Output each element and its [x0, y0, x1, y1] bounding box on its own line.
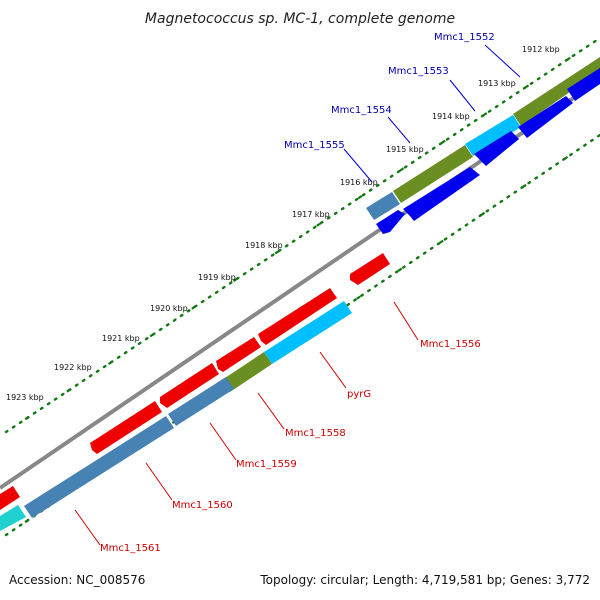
gene-label-mmc1-1556[interactable]: Mmc1_1556 — [420, 339, 481, 350]
gene-label-mmc1-1553[interactable]: Mmc1_1553 — [388, 66, 449, 77]
gene-label-mmc1-1554[interactable]: Mmc1_1554 — [331, 105, 392, 116]
gene-label-mmc1-1560[interactable]: Mmc1_1560 — [172, 500, 233, 511]
gene-labels: Mmc1_1552 Mmc1_1553 Mmc1_1554 Mmc1_1555 … — [100, 32, 495, 554]
tick-label-1916: 1916 kbp — [340, 178, 378, 187]
gene-cog-bar[interactable] — [513, 57, 600, 126]
gene-cog-bar[interactable] — [366, 192, 400, 220]
gene-arrow[interactable] — [350, 253, 390, 285]
gene-arrow[interactable] — [0, 486, 20, 510]
tick-labels: 1912 kbp 1913 kbp 1914 kbp 1915 kbp 1916… — [6, 45, 560, 402]
accession-label: Accession: NC_008576 — [9, 573, 146, 587]
gene-arrow[interactable] — [518, 96, 573, 138]
tick-label-1920: 1920 kbp — [150, 304, 188, 313]
map-title: Magnetococcus sp. MC-1, complete genome — [145, 11, 455, 27]
tick-label-1917: 1917 kbp — [292, 210, 330, 219]
leader-line — [74, 509, 101, 546]
outer-tick-dots — [4, 36, 600, 434]
leader-line — [145, 462, 173, 501]
gene-cog-bar[interactable] — [168, 377, 234, 426]
gene-cog-bar[interactable] — [465, 115, 521, 156]
leader-line — [393, 301, 419, 341]
gene-arrow[interactable] — [403, 167, 480, 221]
gene-arrow[interactable] — [90, 401, 162, 454]
leader-line — [449, 79, 476, 112]
gene-label-mmc1-1552[interactable]: Mmc1_1552 — [434, 32, 495, 43]
gene-label-mmc1-1555[interactable]: Mmc1_1555 — [284, 140, 345, 151]
leader-line — [387, 116, 411, 144]
leader-line — [343, 148, 373, 183]
forward-cog-track — [366, 57, 600, 220]
gene-cog-bar[interactable] — [24, 416, 174, 518]
tick-label-1914: 1914 kbp — [432, 112, 470, 121]
leader-lines — [74, 44, 521, 546]
tick-label-1922: 1922 kbp — [54, 363, 92, 372]
gene-arrow[interactable] — [376, 210, 405, 234]
gene-label-mmc1-1559[interactable]: Mmc1_1559 — [236, 459, 297, 470]
leader-line — [319, 351, 347, 389]
leader-line — [257, 392, 285, 430]
gene-arrow[interactable] — [160, 363, 219, 408]
tick-label-1913: 1913 kbp — [478, 79, 516, 88]
reverse-gene-track — [0, 253, 390, 510]
gene-arrow[interactable] — [258, 288, 337, 345]
gene-cog-bar[interactable] — [222, 352, 272, 392]
gene-label-pyrg[interactable]: pyrG — [347, 389, 371, 400]
tick-label-1918: 1918 kbp — [245, 241, 283, 250]
gene-arrow[interactable] — [567, 68, 600, 101]
tick-label-1921: 1921 kbp — [102, 334, 140, 343]
tick-label-1912: 1912 kbp — [522, 45, 560, 54]
gene-arrow[interactable] — [474, 131, 519, 166]
gene-label-mmc1-1561[interactable]: Mmc1_1561 — [100, 543, 161, 554]
outer-tick-track — [4, 36, 600, 434]
leader-line — [484, 44, 521, 78]
gene-cog-bar[interactable] — [393, 145, 473, 203]
tick-label-1915: 1915 kbp — [386, 145, 424, 154]
leader-line — [209, 422, 237, 461]
tick-label-1919: 1919 kbp — [198, 273, 236, 282]
forward-gene-track — [376, 68, 600, 234]
topology-summary: Topology: circular; Length: 4,719,581 bp… — [260, 573, 590, 587]
gene-cog-bar[interactable] — [0, 505, 26, 531]
reverse-cog-track — [0, 301, 352, 531]
gene-arrow[interactable] — [216, 337, 261, 372]
gene-cog-bar[interactable] — [264, 301, 352, 364]
tick-label-1923: 1923 kbp — [6, 393, 44, 402]
gene-label-mmc1-1558[interactable]: Mmc1_1558 — [285, 428, 346, 439]
